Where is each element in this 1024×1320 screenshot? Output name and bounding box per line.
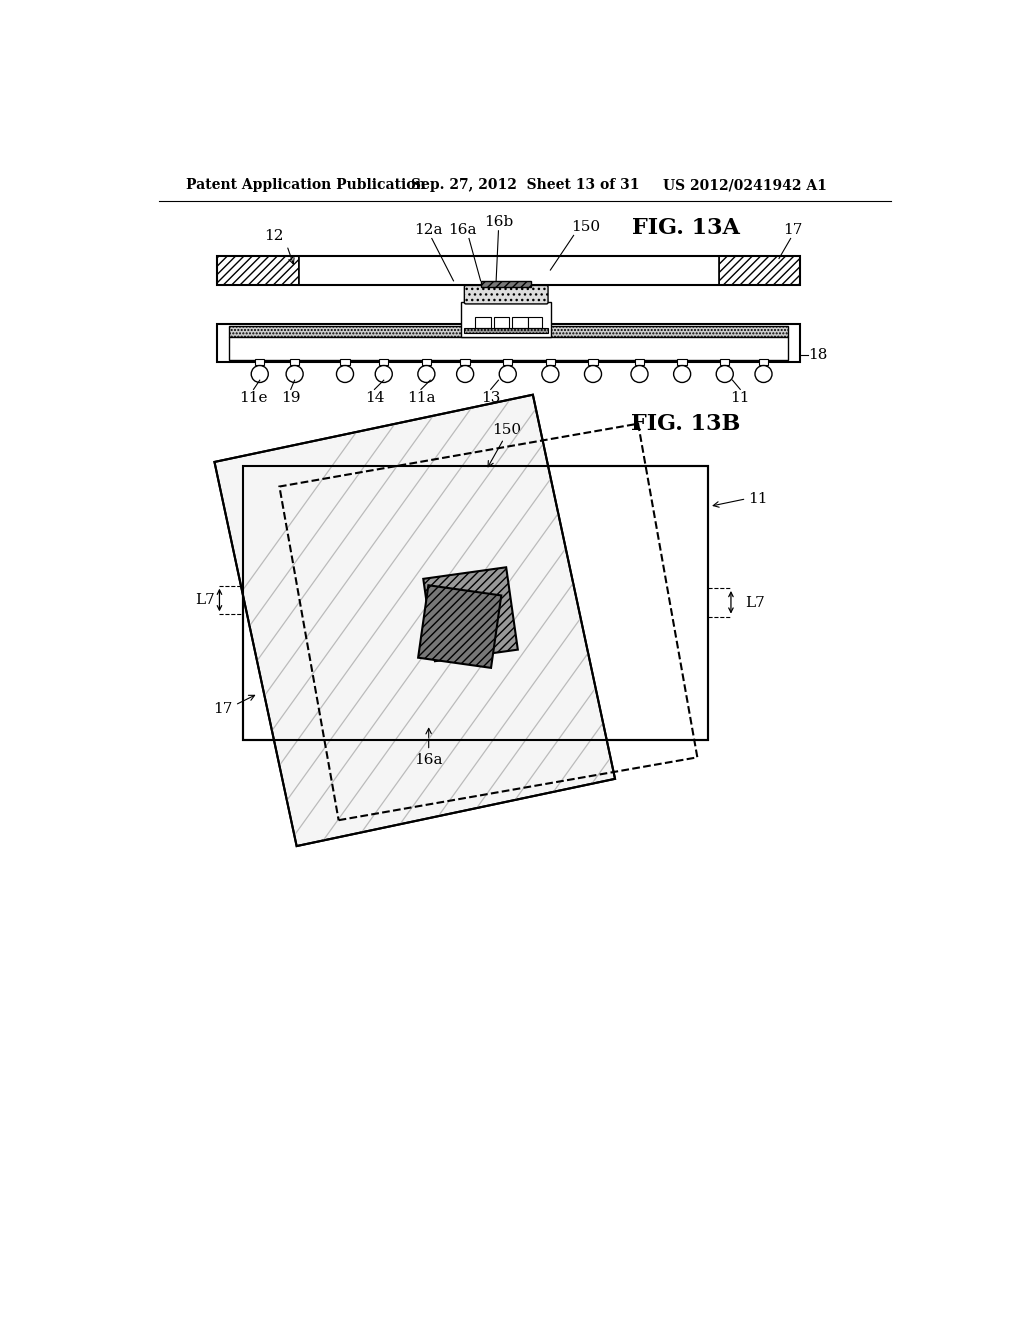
Bar: [228, 326, 788, 337]
Text: Sep. 27, 2012  Sheet 13 of 31: Sep. 27, 2012 Sheet 13 of 31: [411, 178, 639, 193]
Bar: [340, 359, 349, 364]
Bar: [475, 317, 490, 327]
Polygon shape: [423, 568, 518, 661]
Bar: [217, 256, 299, 285]
Bar: [503, 359, 512, 364]
Ellipse shape: [375, 366, 392, 383]
Ellipse shape: [585, 366, 601, 383]
Bar: [217, 323, 800, 363]
Text: 11: 11: [730, 391, 750, 405]
Text: L7: L7: [744, 595, 765, 610]
Bar: [422, 359, 431, 364]
Ellipse shape: [418, 366, 435, 383]
Text: 14: 14: [365, 391, 384, 405]
Ellipse shape: [542, 366, 559, 383]
Bar: [719, 256, 800, 285]
Ellipse shape: [500, 366, 516, 383]
Bar: [217, 256, 800, 285]
Text: 150: 150: [492, 424, 521, 437]
Bar: [678, 359, 687, 364]
Bar: [461, 359, 470, 364]
Text: 11e: 11e: [240, 391, 268, 405]
Text: 16a: 16a: [449, 223, 477, 238]
Bar: [255, 359, 264, 364]
Bar: [546, 359, 555, 364]
Text: 13: 13: [481, 391, 501, 405]
Bar: [759, 359, 768, 364]
Ellipse shape: [286, 366, 303, 383]
Text: 19: 19: [281, 391, 300, 405]
Text: 16b: 16b: [483, 215, 513, 230]
Text: 12a: 12a: [415, 223, 443, 238]
Bar: [299, 256, 719, 285]
Bar: [494, 317, 509, 327]
Ellipse shape: [755, 366, 772, 383]
Text: Patent Application Publication: Patent Application Publication: [186, 178, 426, 193]
Ellipse shape: [457, 366, 474, 383]
Text: 17: 17: [783, 223, 803, 238]
Bar: [228, 337, 788, 360]
Bar: [512, 317, 528, 327]
Text: FIG. 13B: FIG. 13B: [632, 413, 740, 436]
Bar: [243, 466, 708, 739]
Bar: [635, 359, 644, 364]
Text: 11a: 11a: [407, 391, 435, 405]
Polygon shape: [214, 395, 615, 846]
Ellipse shape: [251, 366, 268, 383]
Text: 18: 18: [809, 347, 827, 362]
Polygon shape: [418, 585, 502, 668]
Ellipse shape: [716, 366, 733, 383]
Text: US 2012/0241942 A1: US 2012/0241942 A1: [663, 178, 826, 193]
Text: L7: L7: [196, 594, 215, 607]
Bar: [589, 359, 598, 364]
Bar: [464, 327, 548, 333]
Ellipse shape: [674, 366, 690, 383]
Bar: [481, 281, 531, 286]
Text: 150: 150: [570, 220, 600, 234]
Text: 16a: 16a: [415, 752, 443, 767]
Text: 17: 17: [213, 702, 232, 715]
Ellipse shape: [337, 366, 353, 383]
Bar: [290, 359, 299, 364]
Ellipse shape: [631, 366, 648, 383]
Text: 12: 12: [263, 230, 283, 243]
Bar: [243, 466, 708, 739]
Bar: [528, 317, 542, 327]
Bar: [720, 359, 729, 364]
FancyBboxPatch shape: [464, 285, 548, 304]
Text: 11: 11: [748, 492, 768, 506]
Text: FIG. 13A: FIG. 13A: [632, 216, 740, 239]
Bar: [379, 359, 388, 364]
Bar: [461, 302, 551, 337]
